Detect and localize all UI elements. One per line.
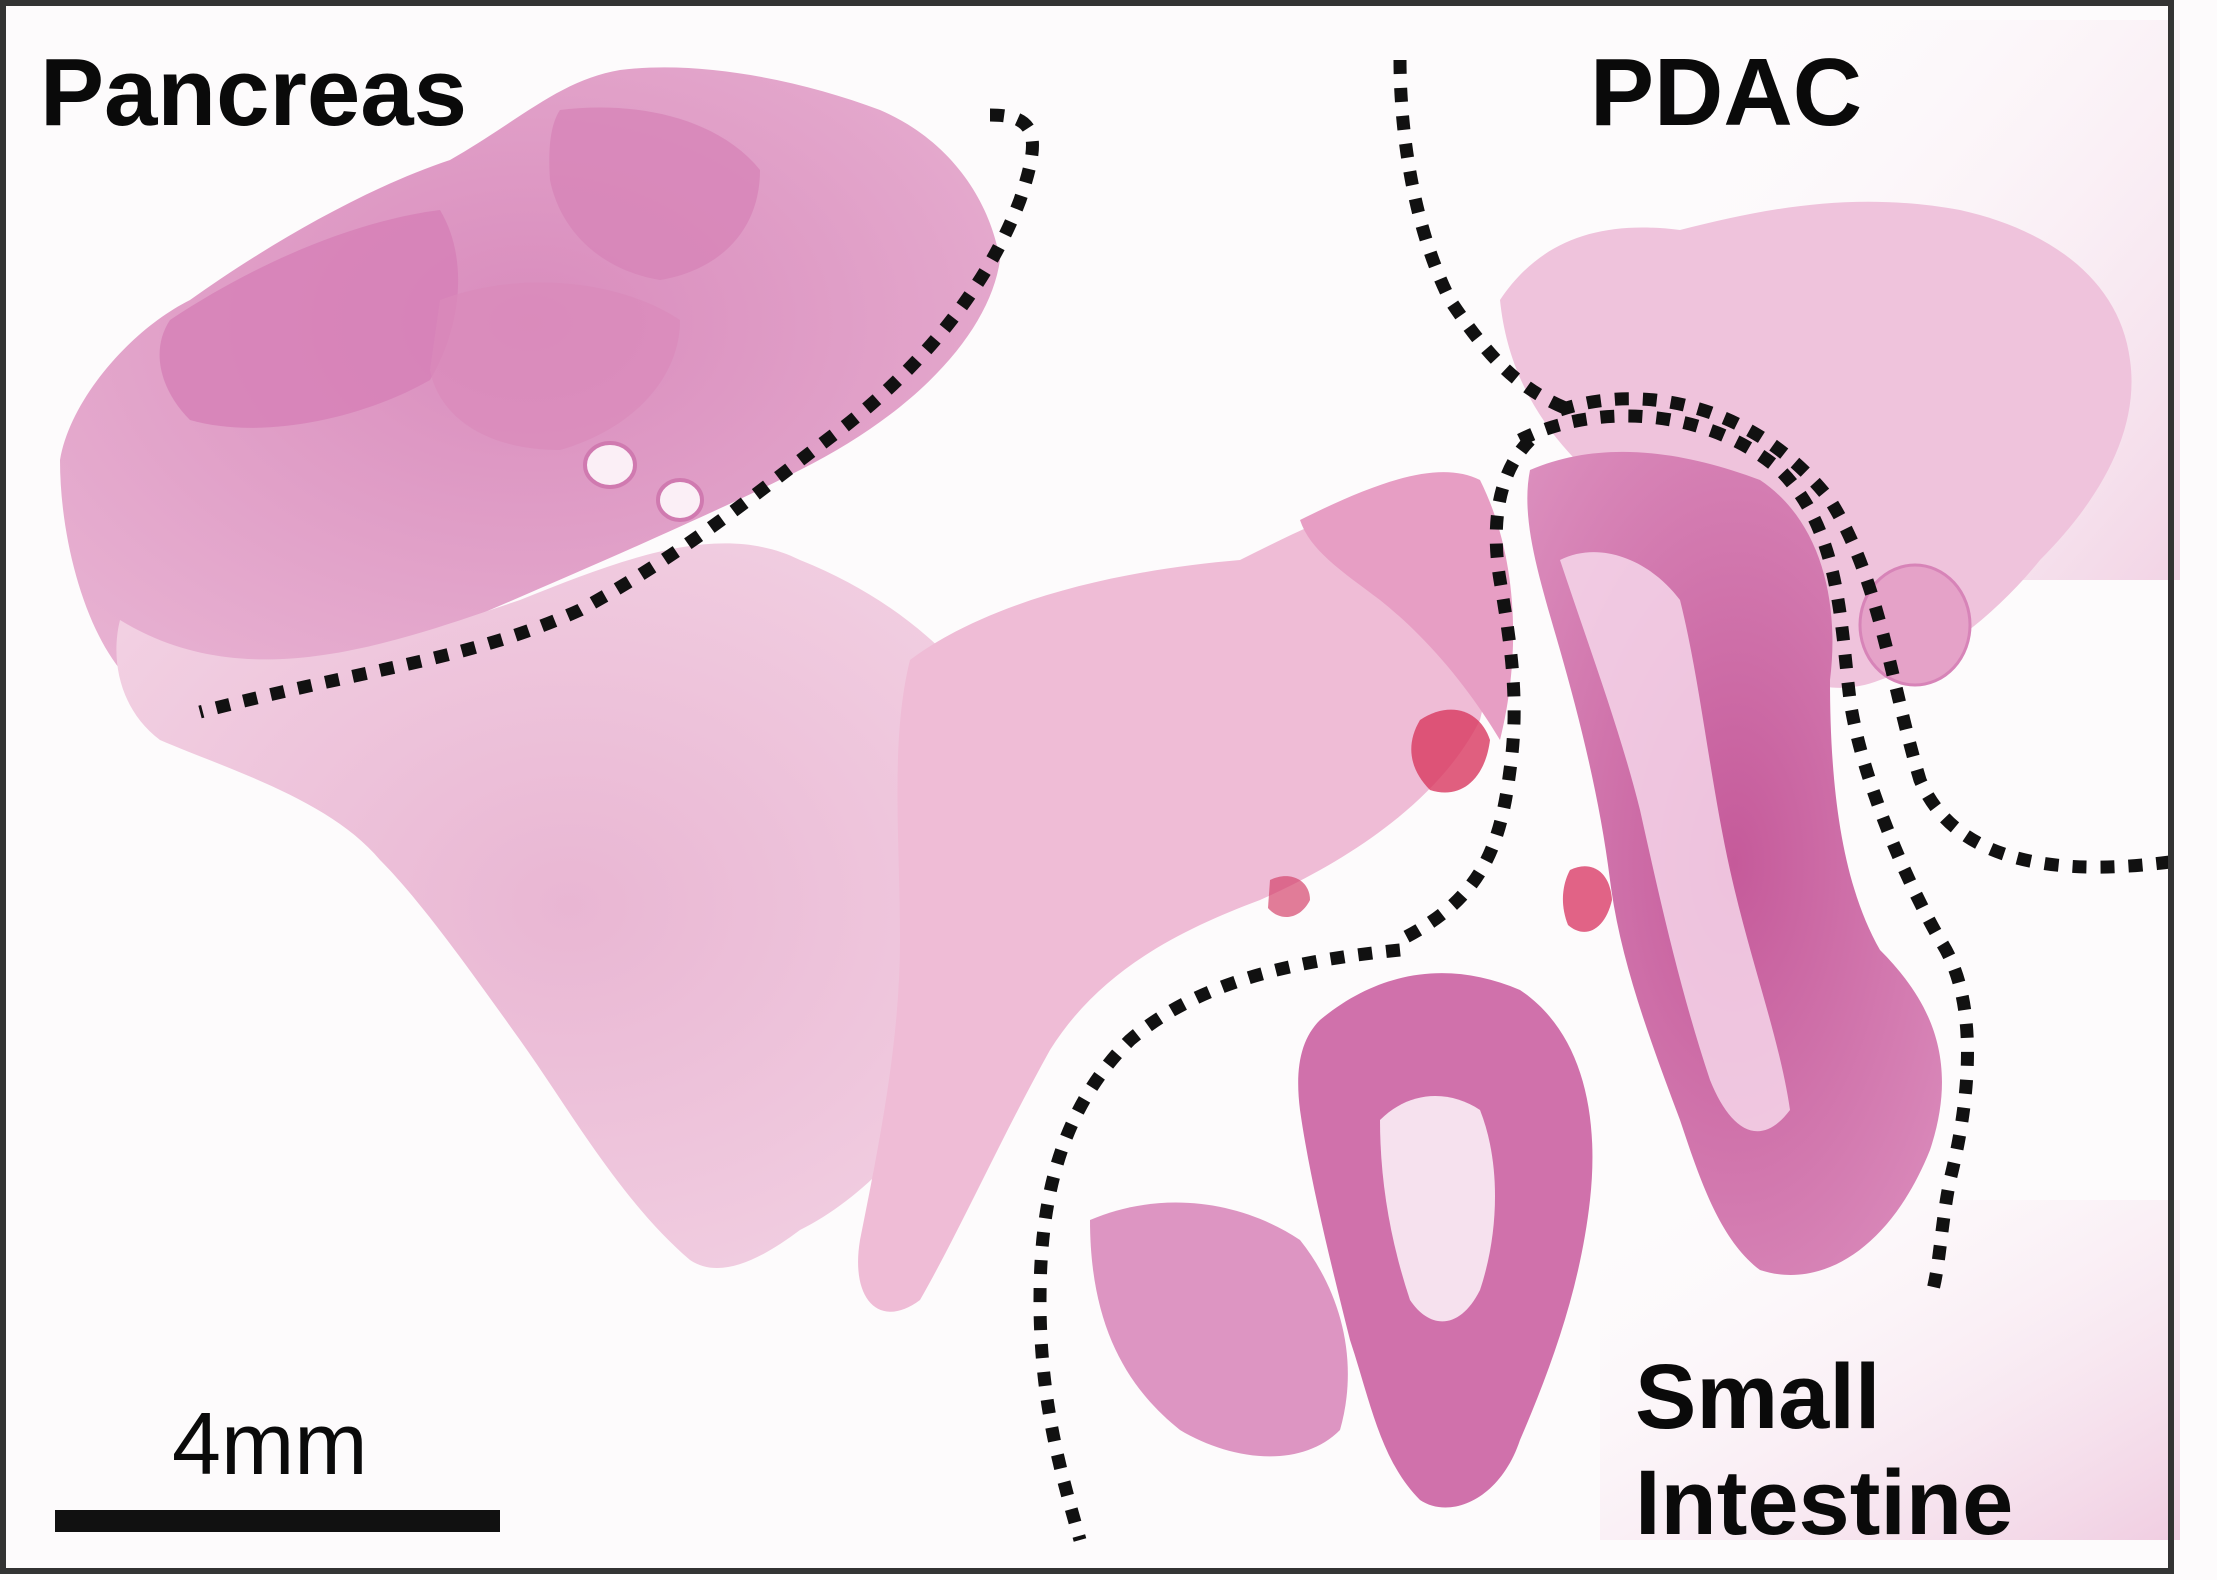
pdac-tissue bbox=[1500, 201, 2132, 688]
scale-bar bbox=[55, 1510, 500, 1532]
muscle-tissue bbox=[1300, 472, 1514, 740]
intestine-boundary-outer bbox=[1517, 409, 1974, 1303]
region-label-pancreas: Pancreas bbox=[40, 39, 467, 146]
pancreas-boundary-line bbox=[198, 108, 1039, 719]
region-label-small: Small bbox=[1635, 1346, 1881, 1448]
blood-stain bbox=[1268, 876, 1310, 918]
region-label-pdac: PDAC bbox=[1590, 39, 1863, 146]
pdac-nodule bbox=[1858, 563, 1972, 687]
lower-boundary-line bbox=[1033, 943, 1401, 1542]
pancreas-duct bbox=[656, 478, 704, 522]
region-label-intestine: Intestine bbox=[1635, 1451, 2014, 1554]
stroma-tissue bbox=[116, 543, 1023, 1269]
scale-bar-label: 4mm bbox=[172, 1394, 368, 1493]
small-intestine-strip bbox=[1090, 1202, 1348, 1457]
small-intestine-lumen bbox=[1560, 552, 1790, 1132]
pancreas-lobule bbox=[549, 107, 760, 280]
pancreas-duct bbox=[583, 441, 637, 489]
pdac-boundary-line-right bbox=[1557, 392, 2171, 874]
region-label-small-intestine: Small Intestine bbox=[1635, 1345, 2013, 1557]
pancreas-lobule bbox=[430, 282, 680, 450]
blood-stain bbox=[1411, 709, 1490, 793]
intestine-boundary-inner bbox=[1397, 435, 1535, 946]
muscle-tissue bbox=[858, 494, 1494, 1312]
image-frame bbox=[0, 0, 2174, 1574]
pancreas-lobule bbox=[159, 210, 459, 428]
region-boundaries bbox=[198, 59, 2171, 1542]
pdac-boundary-line-left bbox=[1393, 59, 1573, 417]
corner-stain-bottom-right bbox=[1600, 1200, 2180, 1540]
blood-stain bbox=[1562, 866, 1612, 932]
small-intestine-fold bbox=[1380, 1096, 1495, 1322]
